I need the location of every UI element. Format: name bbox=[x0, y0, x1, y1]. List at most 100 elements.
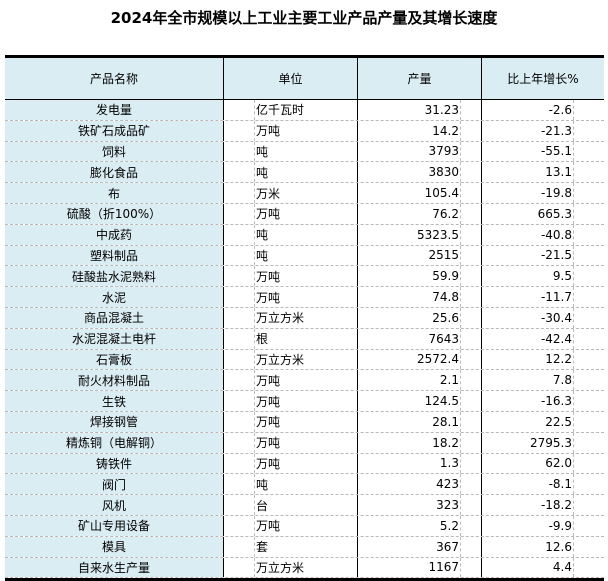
growth-cell: -19.8 bbox=[482, 183, 604, 203]
unit-cell: 万吨 bbox=[224, 411, 358, 432]
table-row: 饲料吨 3793 -55.1 bbox=[5, 141, 604, 163]
header-growth: 比上年增长% bbox=[507, 72, 579, 86]
product-name-cell: 铸铁件 bbox=[5, 453, 224, 474]
table-row: 发电量 亿千瓦时 31.23 -2.6 bbox=[5, 100, 604, 121]
unit-cell: 万立方米 bbox=[224, 557, 358, 578]
table-row: 硫酸（折100%） 万吨 76.2 665.3 bbox=[5, 203, 604, 225]
unit-cell: 台 bbox=[224, 495, 358, 515]
growth-cell: 22.5 bbox=[482, 411, 604, 432]
output-cell: 5323.5 bbox=[358, 224, 482, 245]
growth-cell: -21.3 bbox=[482, 120, 604, 141]
table-body: 发电量 亿千瓦时 31.23 -2.6 铁矿石成品矿 万吨 14.2 -21.3 饲料吨 3793… bbox=[5, 100, 604, 579]
unit-cell: 万吨 bbox=[224, 203, 358, 224]
table-row: 自来水生产量 万立方米 1167 4.4 bbox=[5, 557, 604, 579]
unit-cell: 吨 bbox=[224, 162, 358, 183]
growth-cell: 665.3 bbox=[482, 203, 604, 224]
table-row: 铸铁件 万吨 1.3 62.0 bbox=[5, 453, 604, 475]
product-name-cell: 自来水生产量 bbox=[5, 557, 224, 578]
table-row: 石膏板 万立方米 2572.4 12.2 bbox=[5, 349, 604, 371]
unit-cell: 亿千瓦时 bbox=[224, 100, 358, 120]
output-cell: 423 bbox=[358, 474, 482, 495]
table-row: 商品混凝土 万立方米 25.6 -30.4 bbox=[5, 307, 604, 329]
unit-cell: 万米 bbox=[224, 183, 358, 203]
unit-cell: 万吨 bbox=[224, 515, 358, 536]
growth-cell: 4.4 bbox=[482, 557, 604, 578]
product-name-cell: 中成药 bbox=[5, 224, 224, 245]
growth-cell: -40.8 bbox=[482, 224, 604, 245]
product-output-table: 产品名称 单位 产量 比上年增长% 发电量 亿千瓦时 31.23 -2.6 铁矿石成品矿… bbox=[5, 55, 604, 581]
header-product-name: 产品名称 bbox=[5, 58, 224, 99]
output-cell: 323 bbox=[358, 495, 482, 515]
unit-cell: 吨 bbox=[224, 224, 358, 245]
growth-cell: -42.4 bbox=[482, 328, 604, 349]
output-cell: 124.5 bbox=[358, 391, 482, 411]
table-row: 风机台 323 -18.2 bbox=[5, 495, 604, 516]
table-row: 硅酸盐水泥熟料 万吨 59.9 9.5 bbox=[5, 266, 604, 288]
output-cell: 105.4 bbox=[358, 183, 482, 203]
product-name-cell: 布 bbox=[5, 183, 224, 203]
growth-cell: -11.7 bbox=[482, 287, 604, 307]
growth-cell: -18.2 bbox=[482, 495, 604, 515]
product-name-cell: 焊接钢管 bbox=[5, 411, 224, 432]
output-cell: 18.2 bbox=[358, 432, 482, 453]
output-cell: 28.1 bbox=[358, 411, 482, 432]
product-name-cell: 模具 bbox=[5, 536, 224, 557]
unit-cell: 万立方米 bbox=[224, 349, 358, 370]
unit-cell: 万吨 bbox=[224, 432, 358, 453]
product-name-cell: 生铁 bbox=[5, 391, 224, 411]
unit-cell: 吨 bbox=[224, 141, 358, 162]
table-header: 产品名称 单位 产量 比上年增长% bbox=[5, 58, 604, 100]
product-name-cell: 饲料 bbox=[5, 141, 224, 162]
header-output: 产量 bbox=[358, 58, 482, 99]
table-row: 铁矿石成品矿 万吨 14.2 -21.3 bbox=[5, 120, 604, 142]
product-name-cell: 矿山专用设备 bbox=[5, 515, 224, 536]
output-cell: 2515 bbox=[358, 245, 482, 266]
output-cell: 14.2 bbox=[358, 120, 482, 141]
unit-cell: 根 bbox=[224, 328, 358, 349]
unit-cell: 万吨 bbox=[224, 266, 358, 287]
product-name-cell: 硅酸盐水泥熟料 bbox=[5, 266, 224, 287]
output-cell: 31.23 bbox=[358, 100, 482, 120]
growth-cell: 12.6 bbox=[482, 536, 604, 557]
product-name-cell: 水泥混凝土电杆 bbox=[5, 328, 224, 349]
unit-cell: 万吨 bbox=[224, 120, 358, 141]
product-name-cell: 商品混凝土 bbox=[5, 307, 224, 328]
table-row: 中成药吨 5323.5 -40.8 bbox=[5, 224, 604, 246]
table-row: 膨化食品吨 3830 13.1 bbox=[5, 162, 604, 184]
output-cell: 5.2 bbox=[358, 515, 482, 536]
table-row: 水泥混凝土电杆根 7643 -42.4 bbox=[5, 328, 604, 350]
product-name-cell: 水泥 bbox=[5, 287, 224, 307]
product-name-cell: 硫酸（折100%） bbox=[5, 203, 224, 224]
output-cell: 3830 bbox=[358, 162, 482, 183]
growth-cell: -30.4 bbox=[482, 307, 604, 328]
unit-cell: 吨 bbox=[224, 474, 358, 495]
product-name-cell: 耐火材料制品 bbox=[5, 370, 224, 391]
product-name-cell: 膨化食品 bbox=[5, 162, 224, 183]
table-row: 塑料制品吨 2515 -21.5 bbox=[5, 245, 604, 267]
table-row: 焊接钢管 万吨 28.1 22.5 bbox=[5, 411, 604, 433]
product-name-cell: 精炼铜（电解铜） bbox=[5, 432, 224, 453]
unit-cell: 万吨 bbox=[224, 391, 358, 411]
output-cell: 74.8 bbox=[358, 287, 482, 307]
table-row: 生铁 万吨 124.5 -16.3 bbox=[5, 391, 604, 412]
unit-cell: 万立方米 bbox=[224, 307, 358, 328]
growth-cell: 62.0 bbox=[482, 453, 604, 474]
table-row: 布万米 105.4 -19.8 bbox=[5, 183, 604, 204]
product-name-cell: 塑料制品 bbox=[5, 245, 224, 266]
product-name-cell: 发电量 bbox=[5, 100, 224, 120]
growth-cell: -21.5 bbox=[482, 245, 604, 266]
growth-cell: 2795.3 bbox=[482, 432, 604, 453]
table-row: 模具套 367 12.6 bbox=[5, 536, 604, 558]
output-cell: 59.9 bbox=[358, 266, 482, 287]
output-cell: 2572.4 bbox=[358, 349, 482, 370]
header-unit: 单位 bbox=[224, 58, 358, 99]
output-cell: 3793 bbox=[358, 141, 482, 162]
product-name-cell: 石膏板 bbox=[5, 349, 224, 370]
unit-cell: 套 bbox=[224, 536, 358, 557]
growth-cell: -55.1 bbox=[482, 141, 604, 162]
table-title: 2024年全市规模以上工业主要工业产品产量及其增长速度 bbox=[110, 9, 498, 27]
unit-cell: 万吨 bbox=[224, 370, 358, 391]
output-cell: 367 bbox=[358, 536, 482, 557]
unit-cell: 万吨 bbox=[224, 453, 358, 474]
growth-cell: 12.2 bbox=[482, 349, 604, 370]
